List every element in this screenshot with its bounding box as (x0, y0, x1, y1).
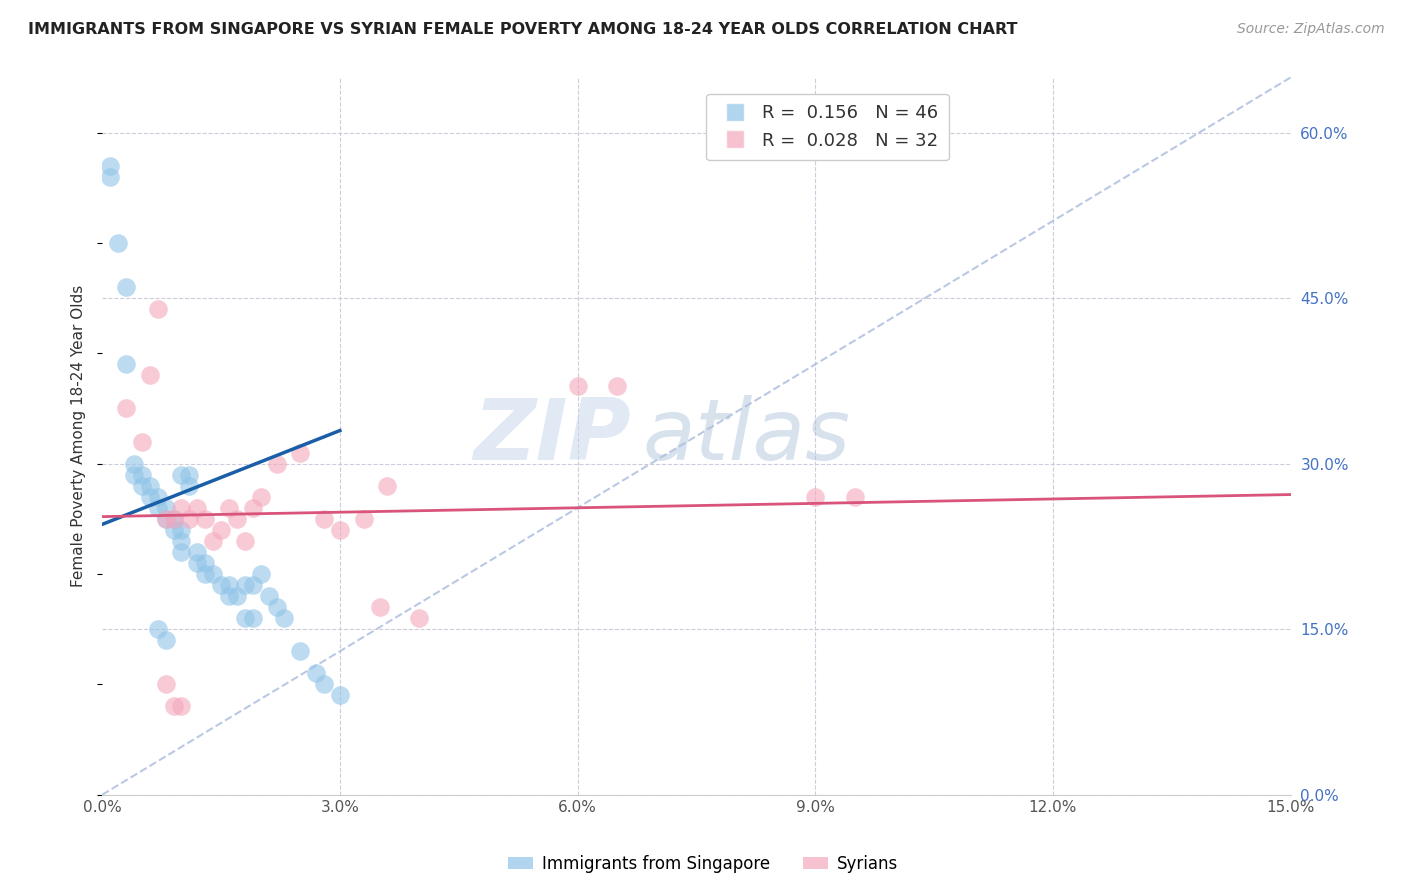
Point (329, 689, 352, 703)
Point (194, 567, 217, 582)
Point (131, 434, 153, 449)
Point (606, 379, 628, 393)
Point (139, 490, 162, 504)
Point (186, 556, 208, 570)
Point (377, 479, 399, 493)
Point (146, 302, 169, 317)
Point (155, 677, 177, 691)
Point (186, 500, 208, 515)
Point (98, 159, 121, 173)
Point (218, 578, 240, 592)
Text: ZIP: ZIP (474, 394, 631, 477)
Y-axis label: Female Poverty Among 18-24 Year Olds: Female Poverty Among 18-24 Year Olds (72, 285, 86, 587)
Point (155, 512, 177, 526)
Point (139, 479, 162, 493)
Point (290, 445, 312, 459)
Point (290, 644, 312, 658)
Legend: R =  0.156   N = 46, R =  0.028   N = 32: R = 0.156 N = 46, R = 0.028 N = 32 (706, 94, 949, 161)
Point (170, 467, 193, 482)
Point (225, 589, 247, 603)
Point (115, 280, 138, 294)
Point (305, 666, 328, 681)
Point (139, 368, 162, 383)
Point (408, 611, 430, 625)
Point (122, 467, 145, 482)
Point (146, 500, 169, 515)
Point (170, 699, 193, 714)
Point (162, 512, 184, 526)
Point (131, 479, 153, 493)
Point (155, 633, 177, 648)
Point (257, 589, 280, 603)
Point (115, 401, 138, 416)
Point (273, 611, 295, 625)
Point (194, 556, 217, 570)
Point (242, 578, 264, 592)
Point (170, 523, 193, 537)
Point (162, 512, 184, 526)
Point (202, 567, 225, 582)
Point (329, 523, 352, 537)
Point (162, 523, 184, 537)
Point (146, 490, 169, 504)
Point (122, 457, 145, 471)
Point (266, 600, 288, 615)
Point (209, 523, 232, 537)
Point (218, 589, 240, 603)
Point (233, 578, 256, 592)
Point (162, 699, 184, 714)
Point (242, 611, 264, 625)
Text: atlas: atlas (643, 394, 851, 477)
Point (844, 490, 866, 504)
Point (179, 479, 201, 493)
Point (233, 533, 256, 548)
Point (179, 467, 201, 482)
Point (218, 500, 240, 515)
Point (155, 512, 177, 526)
Point (155, 500, 177, 515)
Point (312, 677, 335, 691)
Point (146, 622, 169, 636)
Text: IMMIGRANTS FROM SINGAPORE VS SYRIAN FEMALE POVERTY AMONG 18-24 YEAR OLDS CORRELA: IMMIGRANTS FROM SINGAPORE VS SYRIAN FEMA… (28, 22, 1018, 37)
Legend: Immigrants from Singapore, Syrians: Immigrants from Singapore, Syrians (502, 848, 904, 880)
Point (202, 533, 225, 548)
Point (179, 512, 201, 526)
Point (233, 611, 256, 625)
Point (131, 467, 153, 482)
Point (249, 567, 271, 582)
Point (170, 500, 193, 515)
Point (567, 379, 589, 393)
Point (353, 512, 375, 526)
Point (98, 169, 121, 184)
Point (249, 490, 271, 504)
Point (107, 235, 129, 250)
Point (209, 578, 232, 592)
Point (194, 512, 217, 526)
Point (312, 512, 335, 526)
Point (368, 600, 391, 615)
Point (115, 357, 138, 371)
Text: Source: ZipAtlas.com: Source: ZipAtlas.com (1237, 22, 1385, 37)
Point (186, 545, 208, 559)
Point (170, 545, 193, 559)
Point (242, 500, 264, 515)
Point (804, 490, 827, 504)
Point (170, 533, 193, 548)
Point (266, 457, 288, 471)
Point (225, 512, 247, 526)
